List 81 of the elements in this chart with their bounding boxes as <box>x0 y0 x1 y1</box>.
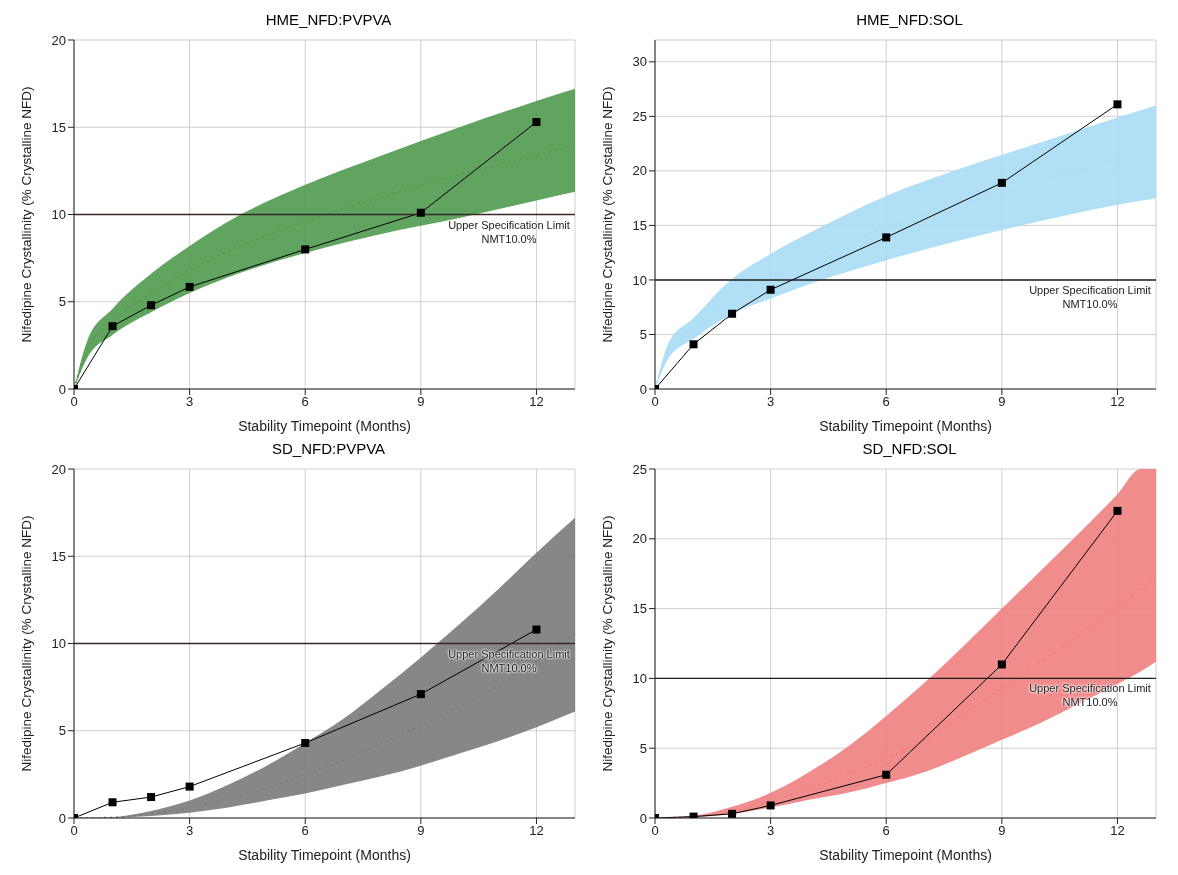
x-axis-title: Stability Timepoint (Months) <box>819 847 992 863</box>
y-axis-title: Nifedipine Crystallinity (% Crystalline NFD) <box>599 515 615 772</box>
y-tick-label: 30 <box>632 54 647 70</box>
y-tick-label: 25 <box>632 108 647 124</box>
x-tick-label: 3 <box>767 823 775 839</box>
chart-title: HME_NFD:PVPVA <box>264 10 393 30</box>
point <box>185 782 194 791</box>
y-tick-label: 10 <box>632 671 647 687</box>
point <box>301 245 310 254</box>
x-axis-title: Stability Timepoint (Months) <box>238 847 411 863</box>
x-tick-label: 0 <box>70 823 78 839</box>
x-tick-label: 12 <box>529 394 544 410</box>
point <box>108 798 117 807</box>
x-axis-title: Stability Timepoint (Months) <box>238 418 411 434</box>
x-tick-label: 9 <box>417 823 425 839</box>
y-tick-label: 20 <box>632 531 647 547</box>
x-tick-label: 12 <box>529 823 544 839</box>
y-tick-label: 0 <box>58 381 66 397</box>
x-tick-label: 6 <box>301 823 309 839</box>
ref-line-label: Upper Specification Limit NMT10.0% <box>447 217 571 246</box>
point <box>532 118 541 127</box>
y-axis-title: Nifedipine Crystallinity (% Crystalline NFD) <box>18 515 34 772</box>
point <box>108 322 117 331</box>
x-tick-label: 6 <box>882 394 890 410</box>
chart-title: HME_NFD:SOL <box>855 10 964 30</box>
point <box>147 793 156 802</box>
x-tick-label: 9 <box>417 394 425 410</box>
x-tick-label: 0 <box>651 823 659 839</box>
x-tick-label: 9 <box>998 394 1006 410</box>
x-tick-label: 3 <box>767 394 775 410</box>
y-tick-label: 20 <box>51 32 66 48</box>
y-tick-label: 5 <box>639 740 647 756</box>
y-tick-label: 5 <box>58 723 66 739</box>
y-tick-label: 10 <box>632 272 647 288</box>
x-tick-label: 6 <box>301 394 309 410</box>
y-tick-label: 10 <box>51 636 66 652</box>
y-tick-label: 15 <box>632 218 647 234</box>
y-tick-label: 20 <box>51 461 66 477</box>
point <box>689 340 698 349</box>
point <box>997 178 1006 187</box>
chart-title: SD_NFD:SOL <box>861 439 958 459</box>
y-tick-label: 25 <box>632 461 647 477</box>
x-tick-label: 0 <box>651 394 659 410</box>
point <box>185 282 194 291</box>
y-tick-label: 15 <box>632 601 647 617</box>
y-tick-label: 20 <box>632 163 647 179</box>
point <box>882 233 891 242</box>
y-tick-label: 5 <box>639 327 647 343</box>
point <box>416 690 425 699</box>
point <box>416 208 425 217</box>
y-tick-label: 0 <box>639 810 647 826</box>
point <box>766 801 775 810</box>
x-tick-label: 12 <box>1110 823 1125 839</box>
y-tick-label: 0 <box>58 810 66 826</box>
y-tick-label: 5 <box>58 294 66 310</box>
y-tick-label: 15 <box>51 119 66 135</box>
y-tick-label: 10 <box>51 207 66 223</box>
point <box>301 738 310 747</box>
y-axis-title: Nifedipine Crystallinity (% Crystalline NFD) <box>599 86 615 343</box>
point <box>728 309 737 318</box>
chart-title: SD_NFD:PVPVA <box>270 439 387 459</box>
y-axis-title: Nifedipine Crystallinity (% Crystalline NFD) <box>18 86 34 343</box>
x-tick-label: 3 <box>186 394 194 410</box>
point <box>728 809 737 818</box>
ref-line-label: Upper Specification Limit NMT10.0% <box>1028 282 1152 311</box>
x-tick-label: 0 <box>70 394 78 410</box>
ref-line-label: Upper Specification Limit NMT10.0% <box>1028 681 1152 710</box>
point <box>882 770 891 779</box>
x-tick-label: 9 <box>998 823 1006 839</box>
point <box>1113 506 1122 515</box>
point <box>532 625 541 634</box>
point <box>997 660 1006 669</box>
point <box>1113 100 1122 109</box>
y-tick-label: 15 <box>51 548 66 564</box>
point <box>147 301 156 310</box>
x-tick-label: 12 <box>1110 394 1125 410</box>
x-axis-title: Stability Timepoint (Months) <box>819 418 992 434</box>
x-tick-label: 6 <box>882 823 890 839</box>
y-tick-label: 0 <box>639 381 647 397</box>
point <box>766 285 775 294</box>
x-tick-label: 3 <box>186 823 194 839</box>
